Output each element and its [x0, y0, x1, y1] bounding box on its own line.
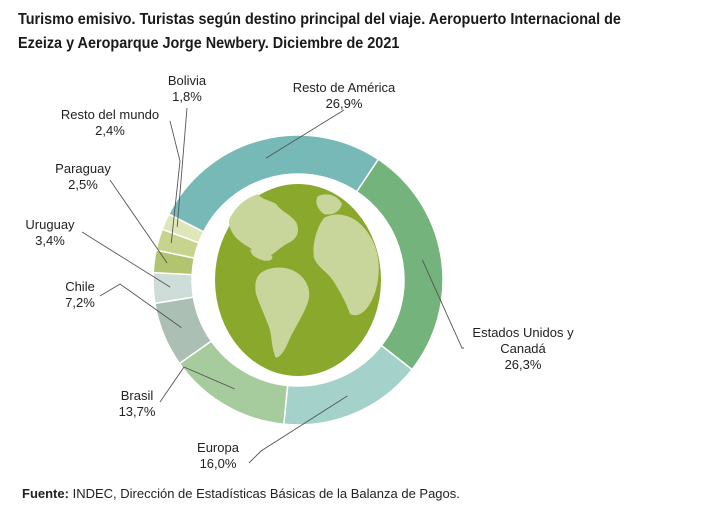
slice-value: 7,2% [65, 295, 95, 310]
leader-line-paraguay [109, 179, 168, 264]
leader-line-bolivia [176, 107, 188, 227]
slice-label-bolivia: Bolivia 1,8% [168, 73, 207, 104]
leader-line-resto-del-mundo [169, 120, 181, 244]
slice-value: 1,8% [172, 89, 202, 104]
donut-slices [152, 134, 444, 426]
slice-uruguay [152, 271, 195, 305]
slice-labels: Resto de América 26,9% Estados Unidos y Can… [25, 73, 574, 471]
globe-icon [192, 174, 404, 386]
slice-label-estados-unidos-y-canadá: Estados Unidos y Canadá 26,3% [472, 325, 574, 372]
slice-label-europa: Europa 16,0% [197, 440, 240, 471]
slice-value: 26,3% [505, 357, 542, 372]
slice-value: 2,5% [68, 177, 98, 192]
slice-label-resto-del-mundo: Resto del mundo 2,4% [61, 107, 159, 138]
globe-land-south-america [255, 267, 310, 358]
slice-value: 2,4% [95, 123, 125, 138]
slice-name: Uruguay [25, 217, 75, 232]
source-text: INDEC, Dirección de Estadísticas Básicas… [72, 486, 460, 501]
globe-land-greenland [316, 194, 342, 215]
slice-name: Brasil [121, 388, 154, 403]
slice-name: Chile [65, 279, 95, 294]
slice-value: 16,0% [200, 456, 237, 471]
slice-label-paraguay: Paraguay 2,5% [55, 161, 111, 192]
globe-land-caribbean [250, 249, 273, 261]
slice-name: Europa [197, 440, 240, 455]
slice-value: 13,7% [119, 404, 156, 419]
slice-label-resto-de-américa: Resto de América 26,9% [293, 80, 396, 111]
chart-title: Turismo emisivo. Turistas según destino … [18, 11, 621, 52]
slice-label-brasil: Brasil 13,7% [119, 388, 156, 419]
slice-value: 26,9% [326, 96, 363, 111]
slice-name: Paraguay [55, 161, 111, 176]
leader-line-europa [248, 395, 348, 464]
globe-land-north-america [228, 194, 298, 257]
leader-line-estados-unidos-y-canadá [422, 259, 464, 349]
slice-name: Estados Unidos y [472, 325, 574, 340]
source-footer: Fuente: INDEC, Dirección de Estadísticas… [22, 486, 460, 501]
slice-label-uruguay: Uruguay 3,4% [25, 217, 75, 248]
globe-land-europe-africa [313, 214, 379, 316]
source-label: Fuente: [22, 486, 69, 501]
slice-value: 3,4% [35, 233, 65, 248]
leader-line-chile [99, 283, 182, 329]
slice-label-chile: Chile 7,2% [65, 279, 95, 310]
slice-name: Bolivia [168, 73, 207, 88]
leader-line-brasil [159, 366, 235, 403]
slice-name: Canadá [500, 341, 546, 356]
slice-name: Resto de América [293, 80, 396, 95]
leader-line-resto-de-américa [265, 109, 345, 159]
slice-name: Resto del mundo [61, 107, 159, 122]
leader-line-uruguay [81, 231, 171, 288]
